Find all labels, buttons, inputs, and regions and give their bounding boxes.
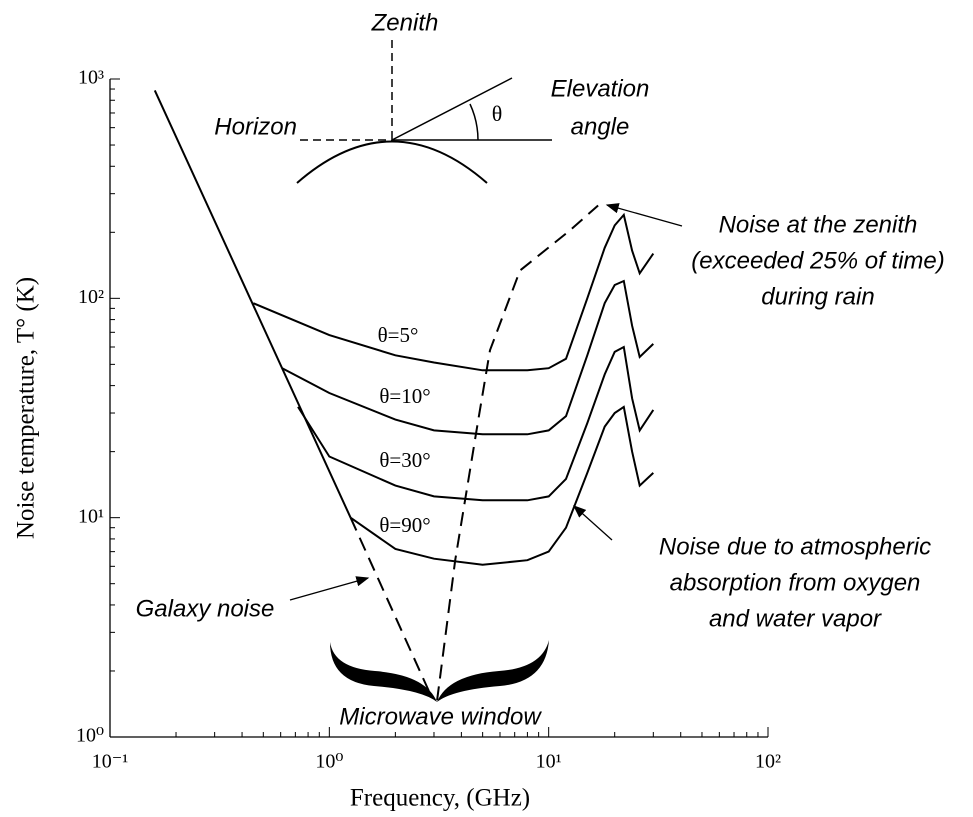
window-brace [330,640,549,702]
earth-arc [296,140,488,184]
series-label: θ=30° [379,448,430,472]
annotation: Noise due to atmospheric [659,533,931,560]
x-tick-label: 10¹ [536,751,562,773]
series-line [252,212,655,372]
elevation-line [391,77,513,141]
y-tick-label: 10⁰ [76,725,104,747]
x-tick-label: 10⁻¹ [92,751,129,773]
series-label: θ=90° [379,513,430,537]
series-label: θ=10° [379,384,430,408]
series-label: θ=5° [378,323,419,347]
y-tick-label: 10³ [78,67,104,89]
x-tick-label: 10⁰ [315,751,343,773]
annotation: absorption from oxygen [670,569,921,596]
series-line [297,345,655,502]
annotation: Microwave window [339,703,542,730]
annotation: Galaxy noise [136,595,275,622]
x-axis-label: Frequency, (GHz) [350,785,530,812]
series-line [153,89,352,519]
angle-arc [469,103,479,141]
annotation: Noise at the zenith [719,211,918,238]
annotation: during rain [761,283,874,310]
annotation: and water vapor [709,605,882,632]
series-line [436,204,599,701]
annotation-arrow [289,576,370,601]
elevation-label: angle [571,113,630,140]
series-line [350,405,654,566]
x-tick-label: 10² [755,751,781,773]
series-line [281,279,654,436]
annotation-arrow [573,505,613,541]
annotation-arrow [605,203,683,227]
inset-diagram [296,40,552,184]
y-tick-label: 10² [78,286,104,308]
annotation: (exceeded 25% of time) [691,247,944,274]
y-axis-label: Noise temperature, T° (K) [13,277,40,539]
angle-symbol: θ [492,101,503,126]
y-tick-label: 10¹ [78,505,104,527]
series-line [349,517,432,696]
elevation-label: Elevation [551,75,650,102]
zenith-label: Zenith [371,9,439,36]
horizon-label: Horizon [214,113,297,140]
